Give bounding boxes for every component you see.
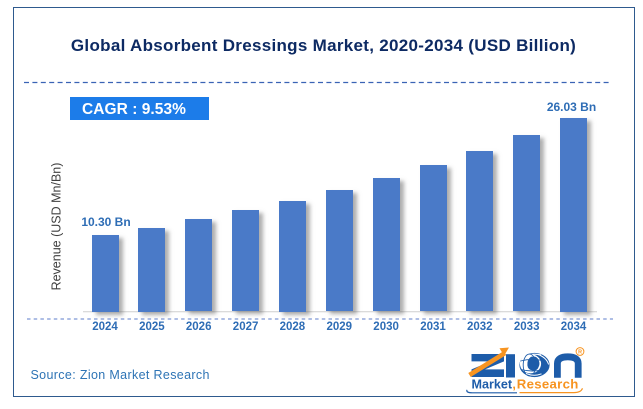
svg-text:,: , [512,377,516,391]
svg-text:Market: Market [472,377,513,391]
svg-text:Research: Research [517,376,579,391]
svg-text:R: R [578,350,582,356]
